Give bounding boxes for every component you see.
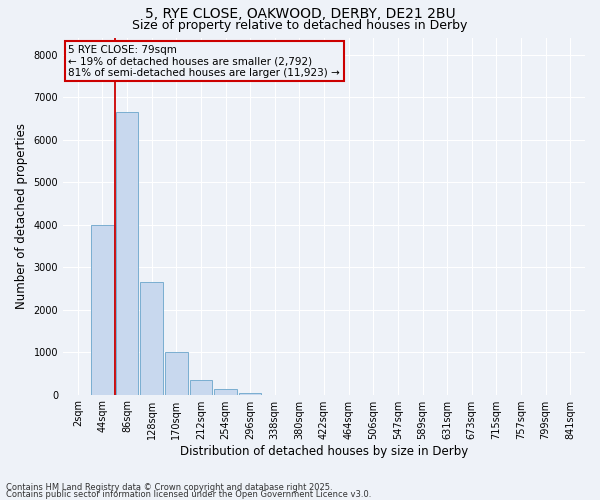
Y-axis label: Number of detached properties: Number of detached properties [15, 123, 28, 309]
Bar [165, 352, 188, 395]
X-axis label: Distribution of detached houses by size in Derby: Distribution of detached houses by size … [180, 444, 468, 458]
Bar [190, 380, 212, 394]
Text: 5 RYE CLOSE: 79sqm
← 19% of detached houses are smaller (2,792)
81% of semi-deta: 5 RYE CLOSE: 79sqm ← 19% of detached hou… [68, 44, 340, 78]
Bar [91, 224, 114, 394]
Text: Size of property relative to detached houses in Derby: Size of property relative to detached ho… [133, 18, 467, 32]
Text: 5, RYE CLOSE, OAKWOOD, DERBY, DE21 2BU: 5, RYE CLOSE, OAKWOOD, DERBY, DE21 2BU [145, 8, 455, 22]
Bar [116, 112, 139, 395]
Text: Contains public sector information licensed under the Open Government Licence v3: Contains public sector information licen… [6, 490, 371, 499]
Bar [214, 390, 237, 394]
Text: Contains HM Land Registry data © Crown copyright and database right 2025.: Contains HM Land Registry data © Crown c… [6, 484, 332, 492]
Bar [140, 282, 163, 395]
